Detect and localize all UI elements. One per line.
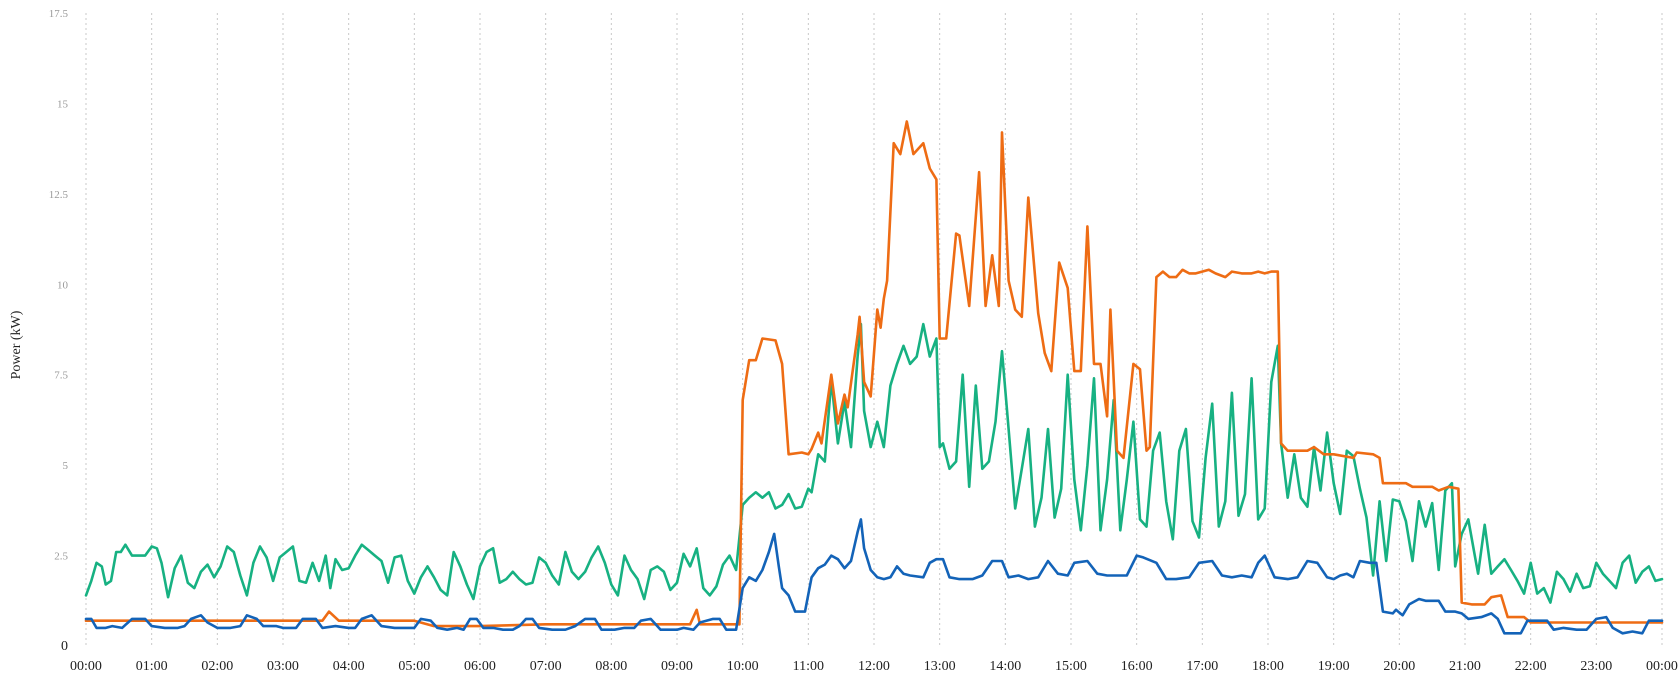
y-tick-2: 5 — [63, 460, 69, 472]
y-tick-7: 17.5 — [49, 8, 69, 20]
y-tick-5: 12.5 — [49, 189, 69, 201]
series-line-orange — [84, 120, 1664, 628]
series-line-blue — [84, 518, 1664, 635]
x-tick-10: 10:00 — [727, 659, 759, 674]
series-lines — [84, 120, 1664, 635]
x-tick-12: 12:00 — [858, 659, 890, 674]
x-tick-14: 14:00 — [989, 659, 1021, 674]
y-tick-3: 7.5 — [54, 370, 68, 382]
x-tick-13: 13:00 — [924, 659, 956, 674]
x-tick-2: 02:00 — [201, 659, 233, 674]
y-tick-1: 2.5 — [54, 551, 68, 563]
x-tick-16: 16:00 — [1121, 659, 1153, 674]
x-tick-22: 22:00 — [1515, 659, 1547, 674]
y-axis-label: Power (kW) — [9, 310, 24, 379]
x-tick-24: 00:00 — [1646, 659, 1678, 674]
x-axis-ticks: 00:00 01:00 02:00 03:00 04:00 05:00 06:00 07:00… — [70, 659, 1678, 674]
x-tick-3: 03:00 — [267, 659, 299, 674]
vertical-gridlines — [85, 13, 1663, 646]
y-tick-6: 15 — [57, 98, 69, 110]
x-tick-21: 21:00 — [1449, 659, 1481, 674]
x-tick-20: 20:00 — [1383, 659, 1415, 674]
x-tick-18: 18:00 — [1252, 659, 1284, 674]
y-tick-0: 0 — [61, 639, 68, 654]
x-tick-7: 07:00 — [530, 659, 562, 674]
x-tick-5: 05:00 — [398, 659, 430, 674]
x-tick-1: 01:00 — [136, 659, 168, 674]
x-tick-19: 19:00 — [1318, 659, 1350, 674]
series-line-green — [84, 322, 1664, 604]
x-tick-17: 17:00 — [1186, 659, 1218, 674]
x-tick-15: 15:00 — [1055, 659, 1087, 674]
x-tick-6: 06:00 — [464, 659, 496, 674]
x-tick-11: 11:00 — [793, 659, 824, 674]
y-tick-4: 10 — [57, 279, 69, 291]
x-tick-8: 08:00 — [595, 659, 627, 674]
y-axis-ticks: 0 2.5 5 7.5 10 12.5 15 17.5 — [49, 8, 69, 654]
x-tick-9: 09:00 — [661, 659, 693, 674]
x-tick-0: 00:00 — [70, 659, 102, 674]
x-tick-23: 23:00 — [1580, 659, 1612, 674]
x-tick-4: 04:00 — [333, 659, 365, 674]
